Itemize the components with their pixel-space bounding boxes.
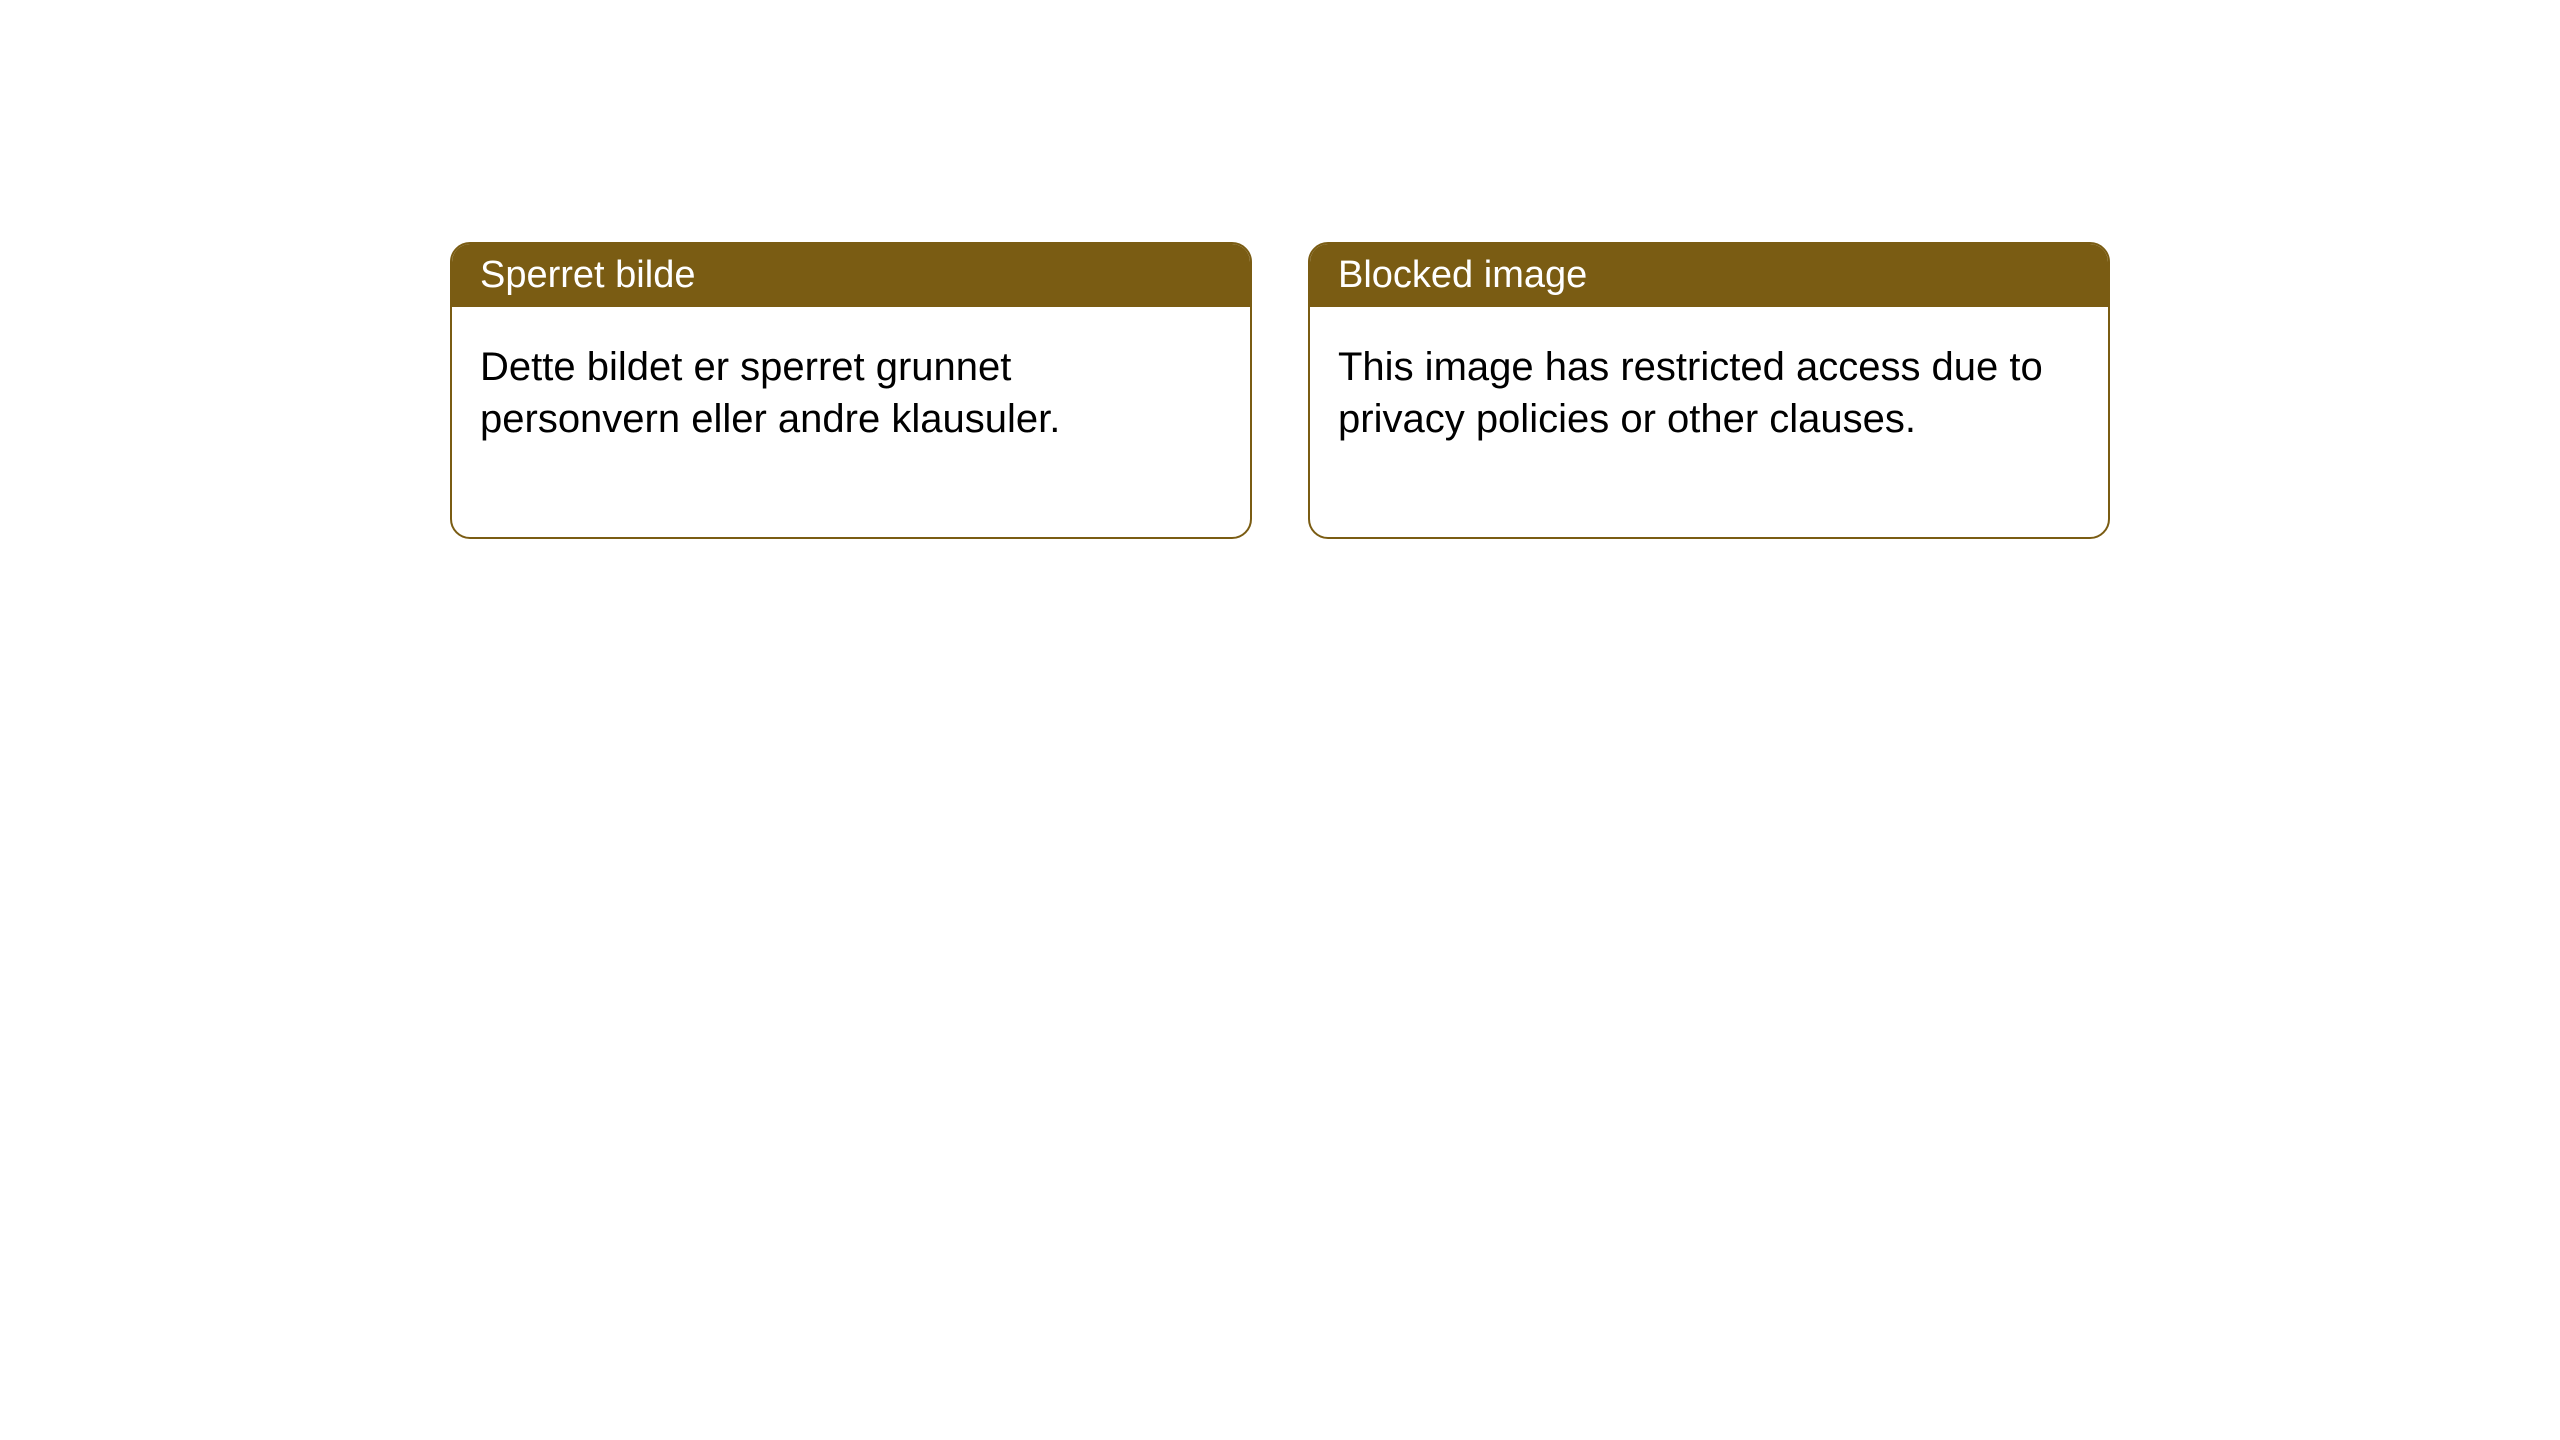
notice-header: Blocked image: [1310, 244, 2108, 307]
notice-title: Sperret bilde: [480, 254, 695, 296]
notice-body: Dette bildet er sperret grunnet personve…: [452, 307, 1250, 537]
notice-text: This image has restricted access due to …: [1338, 345, 2043, 441]
notice-card-english: Blocked image This image has restricted …: [1308, 242, 2110, 539]
notice-header: Sperret bilde: [452, 244, 1250, 307]
notice-body: This image has restricted access due to …: [1310, 307, 2108, 537]
notice-text: Dette bildet er sperret grunnet personve…: [480, 345, 1060, 441]
notice-title: Blocked image: [1338, 254, 1587, 296]
notice-container: Sperret bilde Dette bildet er sperret gr…: [0, 0, 2560, 539]
notice-card-norwegian: Sperret bilde Dette bildet er sperret gr…: [450, 242, 1252, 539]
